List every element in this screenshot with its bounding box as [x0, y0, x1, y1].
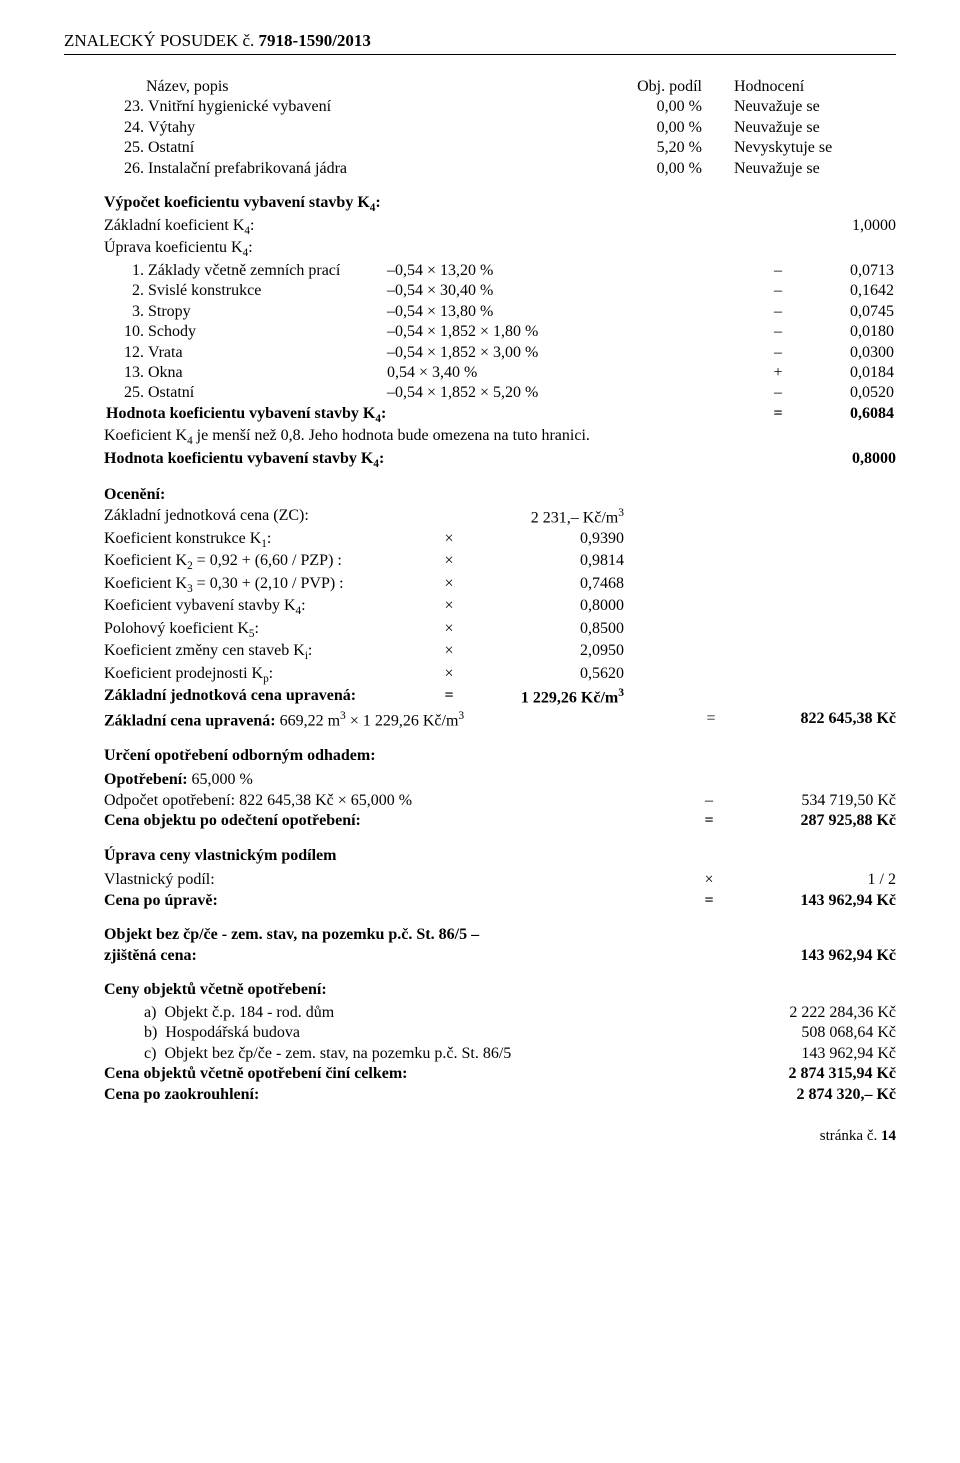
k4-hodnota2-row: Hodnota koeficientu vybavení stavby K4: …: [104, 449, 896, 472]
col-podil: Obj. podíl: [610, 77, 704, 97]
list-item: a) Objekt č.p. 184 - rod. dům 2 222 284,…: [104, 1003, 896, 1023]
col-hodn: Hodnocení: [732, 77, 896, 97]
podil-title: Úprava ceny vlastnickým podílem: [104, 846, 896, 866]
k4-zakladni-val: 1,0000: [796, 216, 896, 239]
ceny-title: Ceny objektů včetně opotřebení:: [104, 980, 896, 1000]
cena-po-uprave-row: Cena po úpravě: = 143 962,94 Kč: [104, 891, 896, 911]
ocen-row: Koeficient K3 = 0,30 + (2,10 / PVP) : × …: [104, 574, 896, 597]
ocen-row: Koeficient konstrukce K1: × 0,9390: [104, 529, 896, 552]
ocen-row: Koeficient prodejnosti Kp: × 0,5620: [104, 664, 896, 687]
doc-header: ZNALECKÝ POSUDEK č. 7918-1590/2013: [64, 30, 896, 55]
table-row: 10. Schody –0,54 × 1,852 × 1,80 % – 0,01…: [104, 322, 896, 342]
zcu-row: Základní cena upravená: 669,22 m3 × 1 22…: [104, 709, 896, 732]
table-row: 12. Vrata –0,54 × 1,852 × 3,00 % – 0,030…: [104, 343, 896, 363]
table-row: 3. Stropy –0,54 × 13,80 % – 0,0745: [104, 302, 896, 322]
items-table: Název, popis Obj. podíl Hodnocení 23. Vn…: [104, 77, 896, 179]
k4-rows: 1. Základy včetně zemních prací –0,54 × …: [104, 261, 896, 427]
ceny-celkem-row: Cena objektů včetně opotřebení činí celk…: [104, 1064, 896, 1084]
opot-title: Určení opotřebení odborným odhadem:: [104, 746, 896, 766]
table-row: 24. Výtahy 0,00 % Neuvažuje se: [104, 118, 896, 138]
opot-line: Opotřebení: 65,000 %: [104, 770, 896, 790]
k4-title: Výpočet koeficientu vybavení stavby K4:: [104, 193, 896, 216]
doc-number: 7918-1590/2013: [259, 31, 371, 50]
table-row: 26. Instalační prefabrikovaná jádra 0,00…: [104, 159, 896, 179]
ocen-row: Polohový koeficient K5: × 0,8500: [104, 619, 896, 642]
ocen-row: Základní jednotková cena (ZC): 2 231,– K…: [104, 506, 896, 529]
ocen-row: Koeficient změny cen staveb Ki: × 2,0950: [104, 641, 896, 664]
list-item: c) Objekt bez čp/če - zem. stav, na poze…: [104, 1044, 896, 1064]
vlastnicky-podil-row: Vlastnický podíl: × 1 / 2: [104, 870, 896, 890]
col-nazev: Název, popis: [146, 77, 610, 97]
table-row: 1. Základy včetně zemních prací –0,54 × …: [104, 261, 896, 281]
cena-po-odecteni-row: Cena objektu po odečtení opotřebení: = 2…: [104, 811, 896, 831]
table-row: 23. Vnitřní hygienické vybavení 0,00 % N…: [104, 97, 896, 117]
k4-uprava: Úprava koeficientu K4:: [104, 238, 896, 261]
page-footer: stránka č. 14: [64, 1127, 896, 1146]
ocen-title: Ocenění:: [104, 485, 896, 505]
zjistena-row: Objekt bez čp/če - zem. stav, na pozemku…: [104, 925, 896, 966]
k4-zakladni-label: Základní koeficient K4:: [104, 216, 796, 239]
k4-note: Koeficient K4 je menší než 0,8. Jeho hod…: [104, 426, 896, 449]
ocen-row: Koeficient vybavení stavby K4: × 0,8000: [104, 596, 896, 619]
zjcu-row: Základní jednotková cena upravená: = 1 2…: [104, 686, 896, 709]
ceny-zaokr-row: Cena po zaokrouhlení: 2 874 320,– Kč: [104, 1085, 896, 1105]
table-row: 25. Ostatní 5,20 % Nevyskytuje se: [104, 138, 896, 158]
table-row: 2. Svislé konstrukce –0,54 × 30,40 % – 0…: [104, 281, 896, 301]
ocen-row: Koeficient K2 = 0,92 + (6,60 / PZP) : × …: [104, 551, 896, 574]
k4-hodnota-row: Hodnota koeficientu vybavení stavby K4: …: [104, 404, 896, 427]
table-row: 25. Ostatní –0,54 × 1,852 × 5,20 % – 0,0…: [104, 383, 896, 403]
doc-header-prefix: ZNALECKÝ POSUDEK č.: [64, 31, 259, 50]
list-item: b) Hospodářská budova 508 068,64 Kč: [104, 1023, 896, 1043]
odpocet-row: Odpočet opotřebení: 822 645,38 Kč × 65,0…: [104, 791, 896, 811]
table-row: 13. Okna 0,54 × 3,40 % + 0,0184: [104, 363, 896, 383]
